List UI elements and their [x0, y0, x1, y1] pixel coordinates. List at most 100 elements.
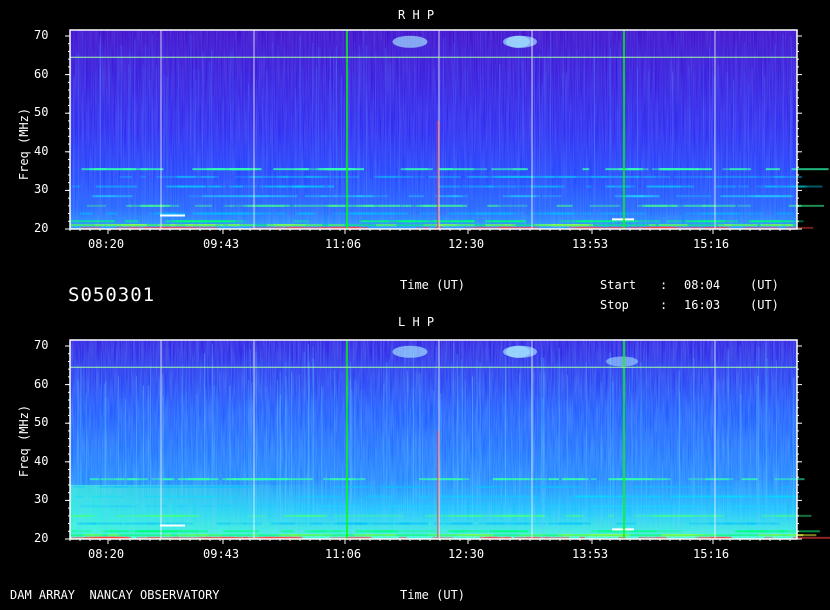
lhp-emission-band — [658, 514, 693, 517]
rhp-emission-band — [519, 226, 534, 229]
lhp-emission-band — [178, 495, 196, 498]
lhp-emission-band — [75, 495, 85, 498]
lhp-emission-band — [699, 485, 711, 488]
lhp-emission-band — [206, 505, 243, 508]
rhp-emission-band — [765, 168, 780, 171]
rhp-emission-band — [582, 168, 590, 171]
rhp-xtick-label: 09:43 — [203, 237, 240, 251]
lhp-emission-band — [447, 514, 477, 517]
rhp-emission-band — [223, 212, 249, 215]
lhp-emission-band — [177, 522, 193, 525]
rhp-emission-band — [737, 185, 749, 188]
rhp-emission-band — [670, 168, 700, 171]
lhp-emission-band — [119, 522, 147, 525]
rhp-emission-band — [655, 185, 695, 188]
rhp-emission-band — [295, 185, 316, 188]
lhp-emission-band — [91, 522, 122, 525]
rhp-emission-band — [715, 185, 737, 188]
lhp-emission-band — [491, 495, 516, 498]
lhp-emission-band — [270, 522, 295, 525]
rhp-ytick-label: 50 — [34, 105, 49, 120]
lhp-emission-band — [692, 514, 709, 517]
rhp-ytick-label: 60 — [34, 66, 49, 81]
lhp-emission-band — [217, 522, 231, 525]
start-label: Start — [600, 278, 637, 292]
rhp-emission-band — [584, 212, 628, 215]
lhp-emission-band — [114, 485, 160, 488]
rhp-emission-band — [560, 220, 593, 223]
lhp-emission-band — [572, 514, 585, 517]
rhp-emission-band — [357, 195, 374, 198]
lhp-emission-band — [208, 485, 240, 488]
lhp-emission-band — [633, 514, 663, 517]
rhp-emission-band — [498, 226, 535, 229]
lhp-emission-band — [387, 485, 402, 488]
rhp-emission-band — [491, 175, 530, 178]
rhp-emission-band — [156, 175, 196, 178]
rhp-emission-band — [487, 204, 499, 207]
lhp-emission-band — [371, 522, 403, 525]
rhp-emission-band — [86, 204, 106, 207]
lhp-emission-band — [77, 522, 97, 525]
lhp-emission-band — [408, 530, 440, 533]
lhp-emission-band — [169, 536, 180, 539]
rhp-emission-band — [206, 168, 251, 171]
lhp-emission-band — [84, 536, 128, 539]
lhp-emission-band — [761, 514, 786, 517]
rhp-emission-band — [498, 212, 524, 215]
lhp-emission-band — [489, 530, 515, 533]
rhp-emission-band — [662, 204, 678, 207]
lhp-emission-band — [437, 495, 452, 498]
lhp-emission-band — [598, 530, 610, 533]
lhp-emission-band — [79, 505, 107, 508]
lhp-emission-band — [536, 514, 546, 517]
lhp-emission-band — [736, 505, 765, 508]
lhp-burst-patch — [503, 345, 537, 358]
lhp-emission-band — [127, 478, 149, 481]
lhp-emission-band — [345, 536, 371, 539]
rhp-emission-band — [89, 168, 132, 171]
lhp-emission-band — [223, 530, 259, 533]
lhp-emission-band — [405, 485, 430, 488]
lhp-emission-band — [279, 522, 308, 525]
lhp-emission-band — [768, 495, 792, 498]
rhp-emission-band — [614, 195, 644, 198]
rhp-emission-band — [647, 226, 674, 229]
rhp-emission-band — [694, 168, 712, 171]
rhp-emission-band — [558, 175, 594, 178]
rhp-emission-band — [347, 195, 389, 198]
rhp-emission-band — [320, 195, 337, 198]
lhp-emission-band — [605, 485, 623, 488]
lhp-emission-band — [669, 505, 715, 508]
rhp-emission-band — [428, 175, 461, 178]
rhp-emission-band — [645, 204, 663, 207]
lhp-emission-band — [496, 478, 530, 481]
lhp-emission-band — [656, 536, 667, 539]
lhp-emission-band — [711, 536, 732, 539]
lhp-emission-band — [137, 514, 174, 517]
rhp-emission-band — [106, 195, 133, 198]
rhp-emission-band — [249, 175, 288, 178]
rhp-emission-band — [737, 204, 751, 207]
rhp-emission-band — [754, 195, 794, 198]
lhp-emission-band — [105, 505, 141, 508]
rhp-emission-band — [95, 185, 137, 188]
rhp-emission-band — [420, 212, 438, 215]
lhp-emission-band — [551, 505, 560, 508]
lhp-emission-band — [587, 495, 613, 498]
rhp-emission-band — [543, 175, 555, 178]
lhp-emission-band — [190, 495, 214, 498]
lhp-emission-band — [374, 505, 412, 508]
lhp-emission-band — [699, 536, 714, 539]
lhp-emission-band — [725, 522, 757, 525]
lhp-emission-band — [136, 536, 171, 539]
lhp-emission-band — [610, 478, 643, 481]
rhp-emission-band — [743, 226, 779, 229]
lhp-emission-band — [173, 505, 187, 508]
lhp-emission-band — [479, 485, 502, 488]
lhp-emission-band — [310, 530, 328, 533]
lhp-emission-band — [669, 505, 692, 508]
rhp-emission-band — [298, 212, 314, 215]
rhp-emission-band — [502, 195, 537, 198]
rhp-emission-band — [673, 175, 713, 178]
